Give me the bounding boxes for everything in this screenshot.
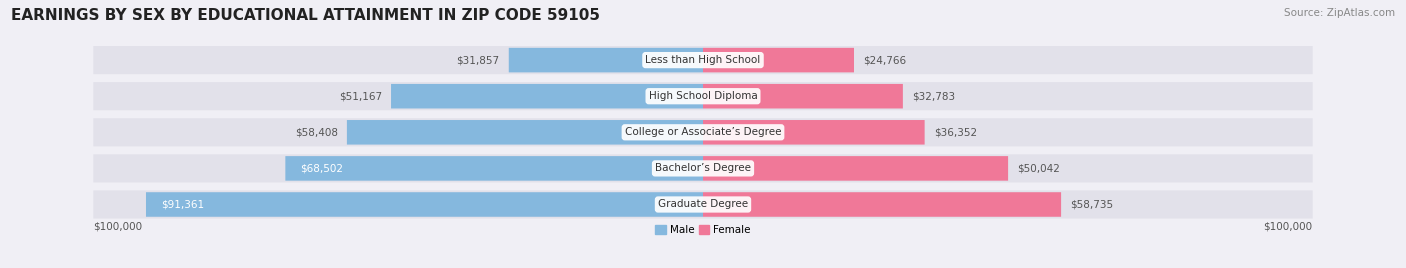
Legend: Male, Female: Male, Female	[655, 225, 751, 235]
FancyBboxPatch shape	[285, 156, 703, 181]
FancyBboxPatch shape	[703, 156, 1008, 181]
Text: EARNINGS BY SEX BY EDUCATIONAL ATTAINMENT IN ZIP CODE 59105: EARNINGS BY SEX BY EDUCATIONAL ATTAINMEN…	[11, 8, 600, 23]
Text: $100,000: $100,000	[1264, 222, 1313, 232]
FancyBboxPatch shape	[703, 84, 903, 109]
Text: Source: ZipAtlas.com: Source: ZipAtlas.com	[1284, 8, 1395, 18]
FancyBboxPatch shape	[146, 192, 703, 217]
Text: $31,857: $31,857	[457, 55, 499, 65]
FancyBboxPatch shape	[703, 48, 853, 72]
FancyBboxPatch shape	[93, 190, 1313, 219]
Text: $50,042: $50,042	[1018, 163, 1060, 173]
Text: Graduate Degree: Graduate Degree	[658, 199, 748, 210]
Text: $100,000: $100,000	[93, 222, 142, 232]
Text: $58,408: $58,408	[295, 127, 337, 137]
Text: $91,361: $91,361	[162, 199, 204, 210]
Text: $32,783: $32,783	[912, 91, 955, 101]
Text: $58,735: $58,735	[1070, 199, 1114, 210]
Text: Less than High School: Less than High School	[645, 55, 761, 65]
FancyBboxPatch shape	[93, 118, 1313, 146]
FancyBboxPatch shape	[509, 48, 703, 72]
FancyBboxPatch shape	[347, 120, 703, 144]
Text: $51,167: $51,167	[339, 91, 382, 101]
Text: College or Associate’s Degree: College or Associate’s Degree	[624, 127, 782, 137]
FancyBboxPatch shape	[93, 46, 1313, 74]
Text: $36,352: $36,352	[934, 127, 977, 137]
FancyBboxPatch shape	[703, 120, 925, 144]
FancyBboxPatch shape	[391, 84, 703, 109]
FancyBboxPatch shape	[93, 82, 1313, 110]
Text: $68,502: $68,502	[301, 163, 343, 173]
Text: High School Diploma: High School Diploma	[648, 91, 758, 101]
Text: Bachelor’s Degree: Bachelor’s Degree	[655, 163, 751, 173]
FancyBboxPatch shape	[703, 192, 1062, 217]
Text: $24,766: $24,766	[863, 55, 907, 65]
FancyBboxPatch shape	[93, 154, 1313, 183]
